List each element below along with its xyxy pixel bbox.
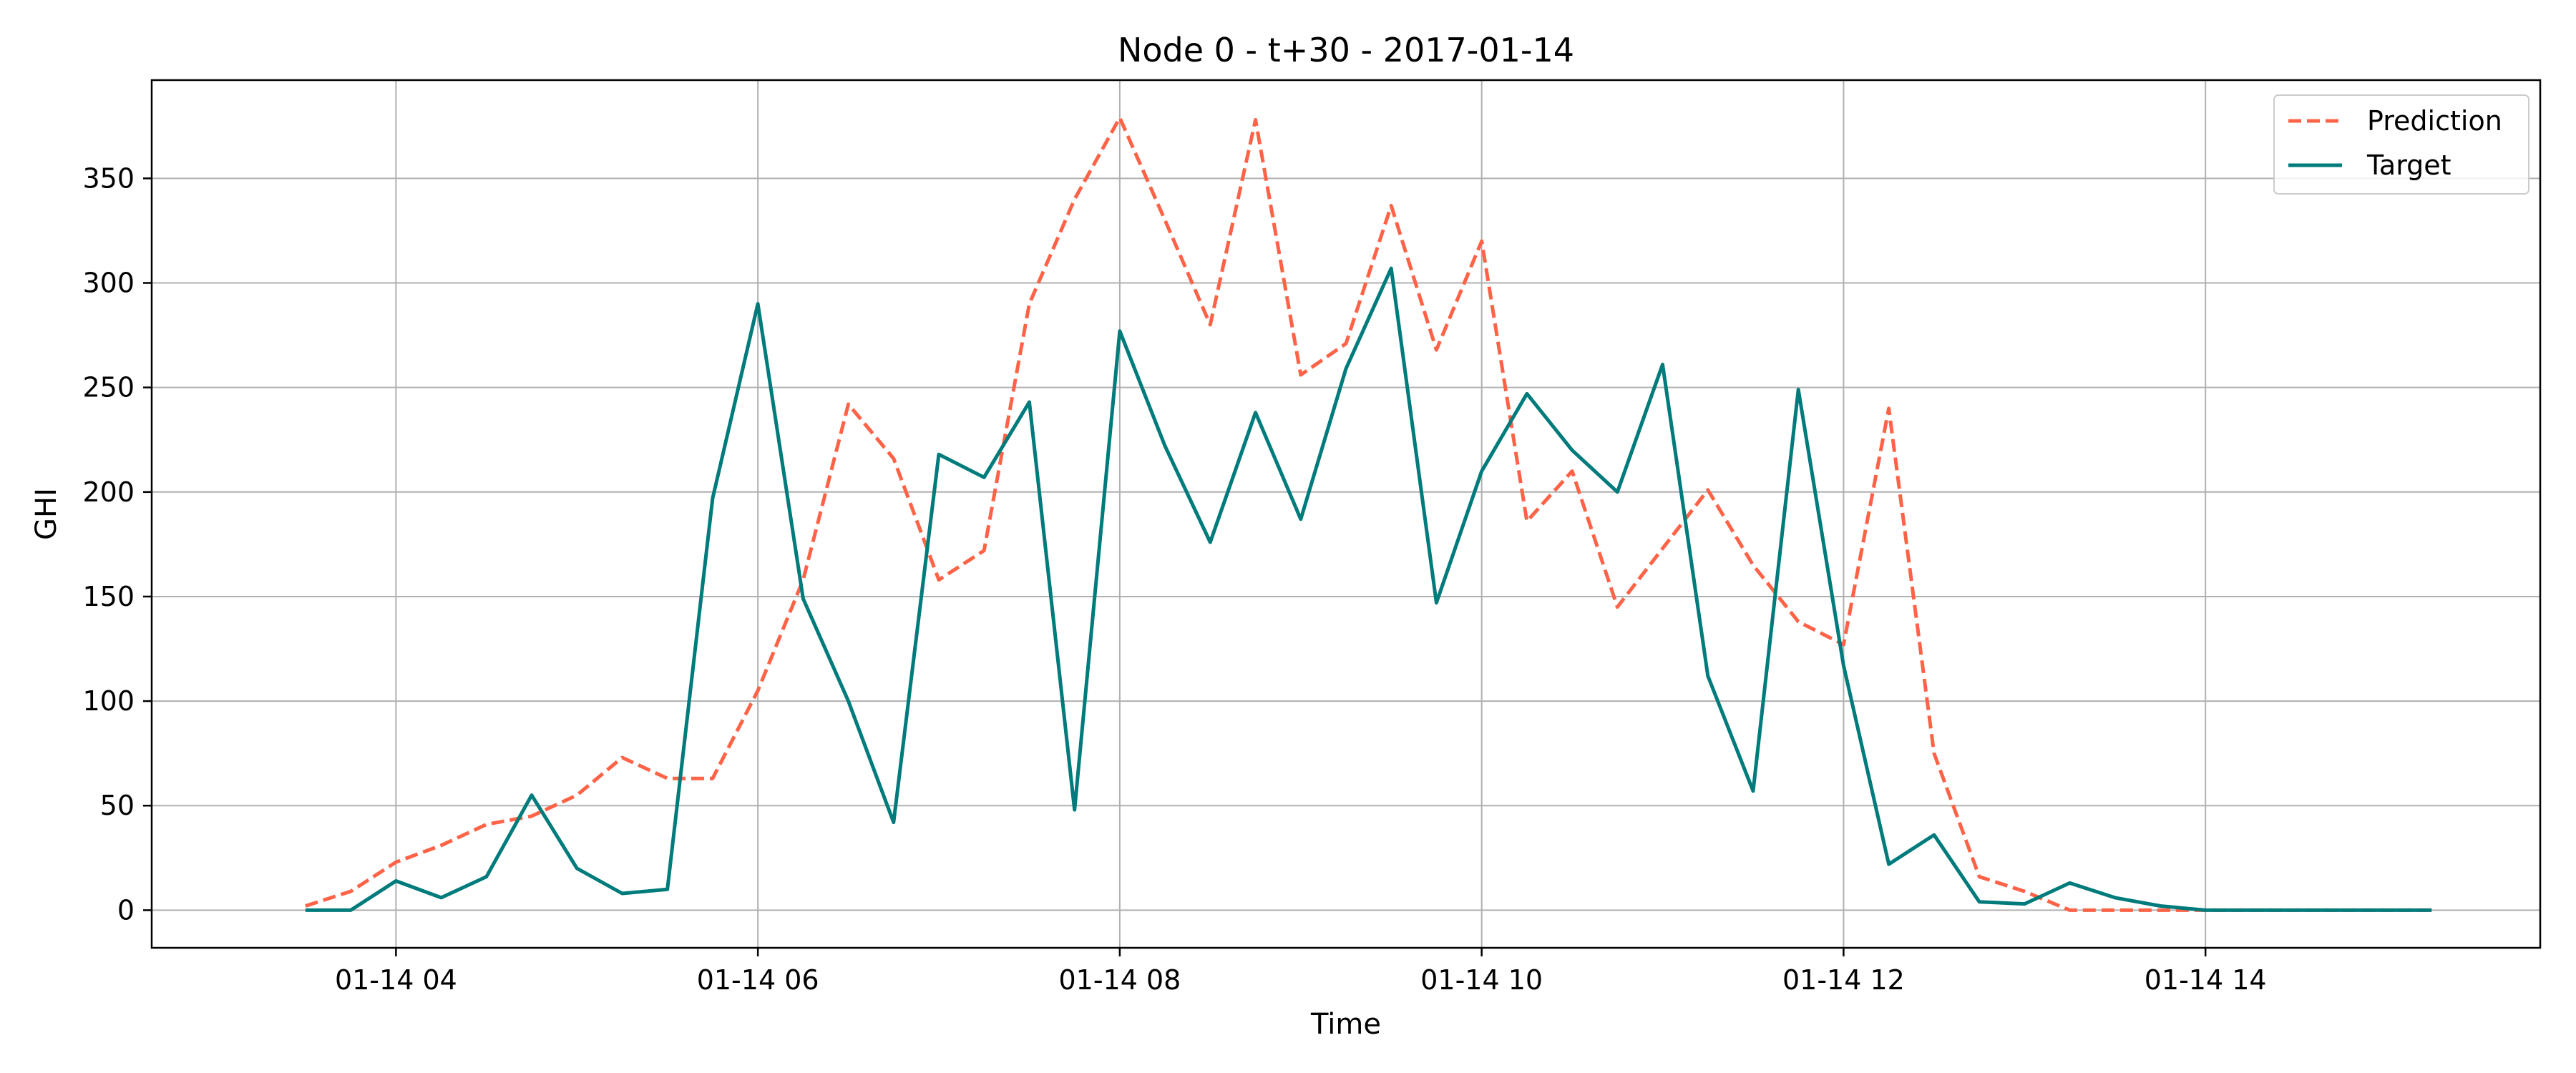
series-line-prediction [305,116,2432,912]
y-tick-label: 200 [82,476,135,508]
x-tick-label: 01-14 08 [1058,964,1181,996]
y-tick-label: 250 [82,372,135,403]
legend-label-target: Target [2366,150,2451,181]
grid [152,80,2540,948]
series-line-target [305,266,2432,912]
plot-lines [305,116,2432,912]
plot-frame [150,79,2542,949]
x-tick-label: 01-14 10 [1420,964,1543,996]
x-tick-label: 01-14 14 [2145,964,2267,996]
y-tick-label: 50 [100,790,135,821]
x-tick-label: 01-14 04 [335,964,457,996]
legend-label-prediction: Prediction [2367,105,2502,137]
y-tick-label: 350 [82,162,135,194]
y-tick-label: 0 [117,894,135,926]
y-tick-label: 150 [82,581,135,612]
legend: Prediction Target [2273,94,2529,195]
axis-ticks: 01-14 04 01-14 06 01-14 08 01-14 10 01-14 12… [82,162,2266,996]
y-tick-label: 300 [82,268,135,299]
x-axis-label: Time [1310,1008,1381,1041]
x-tick-label: 01-14 06 [697,964,819,996]
y-axis-label: GHI [30,488,63,540]
chart-title: Node 0 - t+30 - 2017-01-14 [1118,31,1574,69]
y-tick-label: 100 [82,685,135,717]
x-tick-label: 01-14 12 [1782,964,1905,996]
